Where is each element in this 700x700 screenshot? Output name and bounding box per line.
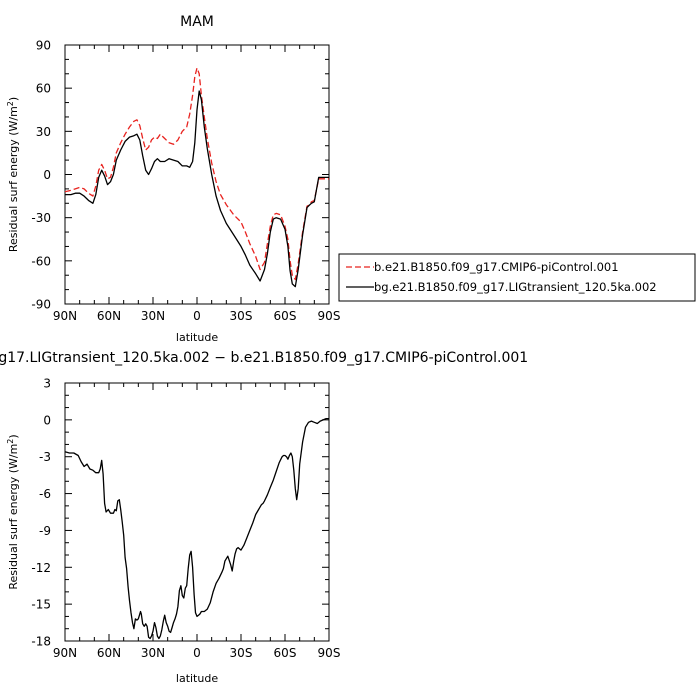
legend-label-control: b.e21.B1850.f09_g17.CMIP6-piControl.001	[374, 260, 619, 274]
top-panel: MAM 90N 60N 30N 0 30S 60S 90S 90 60 30 0 -30 -60 -90…	[6, 14, 696, 344]
series-line-1	[65, 90, 329, 288]
bottom-y-axis-label-end: )	[7, 434, 20, 438]
bottom-panel: bg.e21.B1850.f09_g17.LIGtransient_120.5k…	[0, 350, 528, 685]
top-y-axis-label-end: )	[7, 97, 20, 101]
x-tick-label: 30N	[141, 646, 165, 660]
x-tick-label: 90N	[53, 646, 77, 660]
top-axis-ticks	[64, 44, 330, 305]
top-y-axis-label-main: Residual surf energy (W/m	[7, 106, 20, 252]
y-tick-label: 90	[36, 39, 51, 53]
legend: b.e21.B1850.f09_g17.CMIP6-piControl.001 …	[338, 253, 696, 302]
x-tick-label: 30S	[230, 309, 253, 323]
x-tick-label: 30N	[141, 309, 165, 323]
y-tick-label: 60	[36, 82, 51, 96]
y-tick-label: -60	[31, 254, 51, 268]
top-y-axis-label-sup: 2	[6, 101, 15, 106]
series-line-0	[64, 417, 329, 640]
bottom-plot-frame	[64, 382, 330, 642]
y-tick-label: -15	[31, 598, 51, 612]
y-tick-label: 0	[43, 168, 51, 182]
legend-box	[338, 253, 696, 302]
x-tick-label: 60N	[97, 646, 121, 660]
bottom-y-axis-label-main: Residual surf energy (W/m	[7, 444, 20, 590]
x-tick-label: 0	[193, 309, 201, 323]
bottom-axis-ticks	[64, 382, 330, 642]
bottom-x-tick-labels: 90N 60N 30N 0 30S 60S 90S	[53, 646, 341, 660]
x-tick-label: 90S	[318, 646, 341, 660]
x-tick-label: 90S	[318, 309, 341, 323]
x-tick-label: 30S	[230, 646, 253, 660]
y-tick-label: -12	[31, 561, 51, 575]
x-tick-label: 0	[193, 646, 201, 660]
top-y-axis-label: Residual surf energy (W/m2)	[6, 97, 21, 252]
top-x-axis-label: latitude	[176, 331, 218, 344]
y-tick-label: -90	[31, 298, 51, 312]
legend-label-lig: bg.e21.B1850.f09_g17.LIGtransient_120.5k…	[374, 280, 657, 294]
y-tick-label: -3	[39, 450, 51, 464]
bottom-plot-area: 90N 60N 30N 0 30S 60S 90S 3 0 -3 -6 -9 -12 -15 -18	[31, 377, 340, 661]
bottom-x-axis-label: latitude	[176, 672, 218, 685]
bottom-y-tick-labels: 3 0 -3 -6 -9 -12 -15 -18	[31, 377, 51, 649]
y-tick-label: 30	[36, 125, 51, 139]
y-tick-label: 3	[43, 377, 51, 391]
bottom-series-lines	[64, 417, 329, 640]
control-series-line-0	[64, 67, 329, 281]
x-tick-label: 60S	[274, 646, 297, 660]
top-x-tick-labels: 90N 60N 30N 0 30S 60S 90S	[53, 309, 341, 323]
bottom-panel-title: bg.e21.B1850.f09_g17.LIGtransient_120.5k…	[0, 350, 528, 366]
bottom-y-axis-label-sup: 2	[6, 439, 15, 444]
top-panel-title: MAM	[180, 14, 214, 30]
x-tick-label: 90N	[53, 309, 77, 323]
y-tick-label: -30	[31, 211, 51, 225]
top-plot-area: 90N 60N 30N 0 30S 60S 90S 90 60 30 0 -30 -60 -90	[31, 39, 340, 324]
bottom-y-axis-label: Residual surf energy (W/m2)	[6, 434, 21, 589]
y-tick-label: -9	[39, 524, 51, 538]
x-tick-label: 60N	[97, 309, 121, 323]
y-tick-label: -18	[31, 635, 51, 649]
top-series-lines	[64, 67, 329, 288]
y-tick-label: -6	[39, 487, 51, 501]
x-tick-label: 60S	[274, 309, 297, 323]
top-y-tick-labels: 90 60 30 0 -30 -60 -90	[31, 39, 51, 312]
y-tick-label: 0	[43, 413, 51, 427]
